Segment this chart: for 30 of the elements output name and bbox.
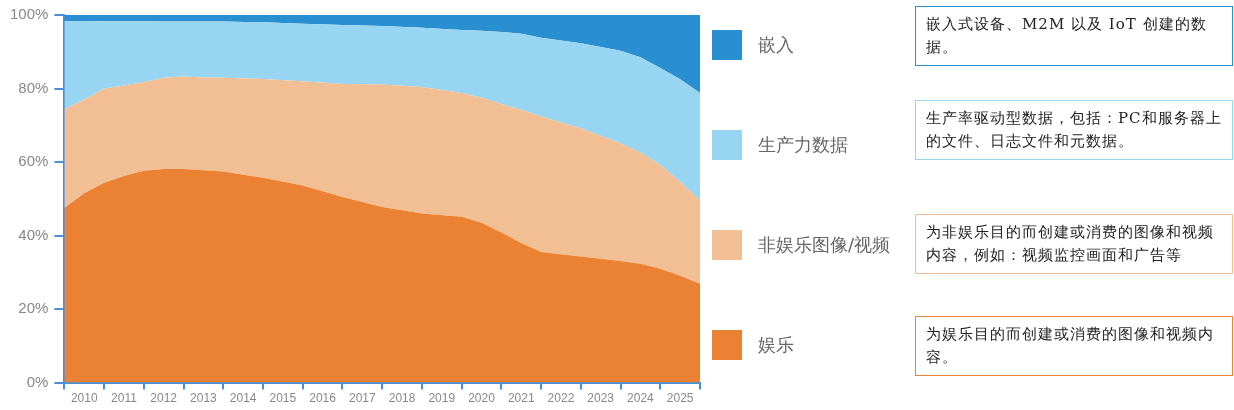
x-tick-label: 2013	[190, 391, 218, 406]
x-tick-label: 2020	[468, 391, 496, 406]
y-tick-label: 0%	[26, 372, 49, 390]
y-tick-label: 80%	[18, 78, 49, 96]
x-tick-label: 2016	[309, 391, 337, 406]
x-tick-label: 2021	[507, 391, 535, 406]
y-tick-label: 100%	[9, 5, 49, 23]
x-tick-label: 2022	[547, 391, 575, 406]
x-tick-label: 2015	[269, 391, 297, 406]
y-tick-label: 60%	[18, 152, 49, 170]
x-tick-label: 2011	[111, 391, 138, 406]
text: 为娱乐目的而创建或消费的图像和视频内容。	[915, 316, 1233, 376]
text: 嵌入式设备、M2M 以及 IoT 创建的数据。	[915, 6, 1233, 66]
x-tick-label: 2014	[229, 391, 257, 406]
x-tick-label: 2025	[666, 391, 694, 406]
legend-label: 非娱乐图像/视频	[758, 233, 891, 257]
text: 生产率驱动型数据，包括：PC和服务器上的文件、日志文件和元数据。	[915, 100, 1233, 160]
legend-label: 嵌入	[758, 33, 794, 57]
legend-label: 生产力数据	[758, 133, 848, 157]
x-tick-label: 2017	[348, 391, 376, 406]
x-tick-label: 2019	[428, 391, 456, 406]
x-tick-label: 2012	[150, 391, 178, 406]
x-tick-label: 2010	[70, 391, 98, 406]
y-tick-label: 40%	[18, 225, 49, 243]
legend-label: 娱乐	[758, 333, 794, 357]
text: 为非娱乐目的而创建或消费的图像和视频内容，例如：视频监控画面和广告等	[915, 214, 1233, 274]
x-tick-label: 2018	[388, 391, 416, 406]
x-tick-label: 2024	[627, 391, 655, 406]
y-tick-label: 20%	[18, 299, 49, 317]
x-tick-label: 2023	[587, 391, 615, 406]
